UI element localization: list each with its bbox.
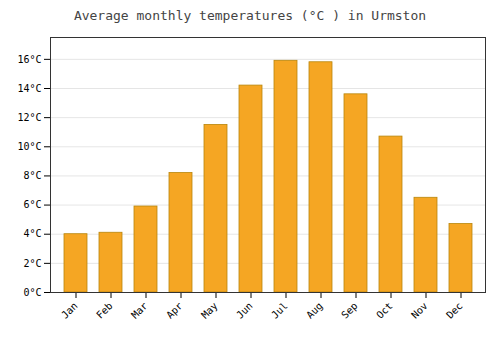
svg-text:Oct: Oct xyxy=(374,300,395,321)
svg-text:Mar: Mar xyxy=(129,300,150,321)
svg-text:Jan: Jan xyxy=(59,300,80,321)
svg-text:8°C: 8°C xyxy=(23,170,41,181)
svg-text:12°C: 12°C xyxy=(17,112,41,123)
svg-text:Feb: Feb xyxy=(94,300,115,321)
svg-text:6°C: 6°C xyxy=(23,199,41,210)
svg-text:2°C: 2°C xyxy=(23,258,41,269)
svg-text:Nov: Nov xyxy=(409,300,430,321)
svg-text:Aug: Aug xyxy=(304,300,325,321)
svg-text:0°C: 0°C xyxy=(23,287,41,298)
html-text:Average monthly temperatures (: Average monthly temperatures (°C ) in Ur… xyxy=(73,8,427,23)
svg-text:Apr: Apr xyxy=(164,300,185,321)
svg-text:14°C: 14°C xyxy=(17,83,41,94)
svg-text:10°C: 10°C xyxy=(17,141,41,152)
svg-text:May: May xyxy=(199,300,220,321)
svg-text:Jul: Jul xyxy=(269,300,290,321)
svg-text:4°C: 4°C xyxy=(23,228,41,239)
svg-text:Sep: Sep xyxy=(339,300,360,321)
svg-text:Jun: Jun xyxy=(234,300,255,321)
svg-text:Dec: Dec xyxy=(444,300,465,321)
svg-text:16°C: 16°C xyxy=(17,54,41,65)
